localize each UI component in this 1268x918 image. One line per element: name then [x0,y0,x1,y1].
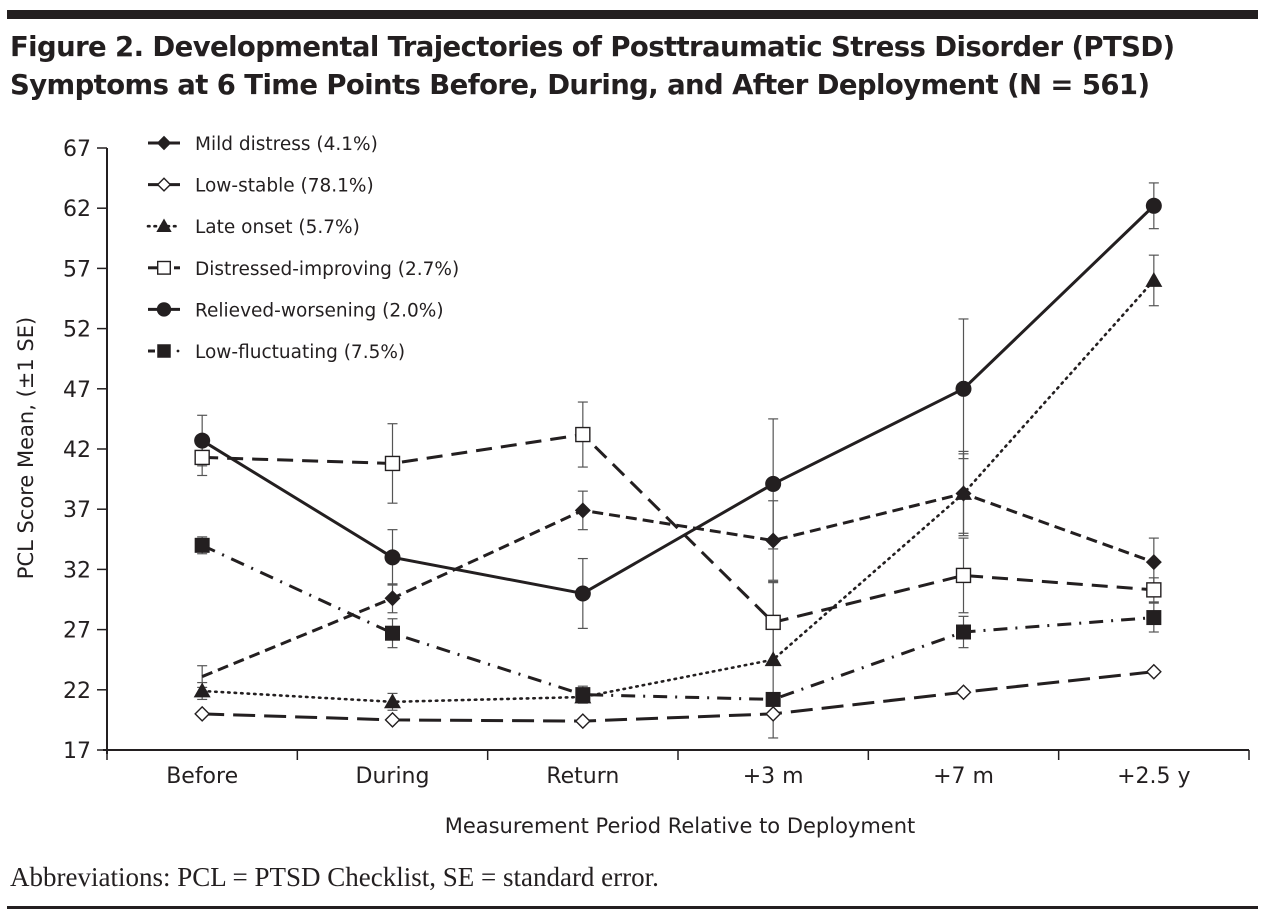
data-point-late-onset [1145,271,1163,287]
legend-label: Mild distress (4.1%) [195,134,378,155]
axes: 17 22 27 32 37 42 47 52 57 62 67 Before During Return… [63,137,1250,789]
legend-line-sample [176,349,180,353]
data-point-low-stable [955,684,972,701]
data-point-low-stable [384,711,401,728]
data-point-low-stable [1145,663,1162,680]
y-tick-label: 67 [63,137,91,162]
bottom-rule [7,906,1258,909]
legend: Mild distress (4.1%) Low-stable (78.1%) La… [146,134,459,363]
data-point-mild-distress [384,590,401,607]
data-point-late-onset [764,651,782,667]
legend-item-mild-distress: Mild distress (4.1%) [148,134,378,155]
x-tick-label: +3 m [743,764,804,789]
data-point-low-fluctuating [194,537,210,553]
data-point-distressed-improving [765,614,781,631]
data-point-relieved-worsening [384,549,401,566]
x-tick-label: +2.5 y [1117,764,1190,789]
data-point-relieved-worsening [574,585,591,602]
x-tick-label: Return [546,764,619,789]
data-point-low-fluctuating [385,625,400,641]
data-point-low-stable [574,713,591,730]
legend-marker-low-stable [156,177,172,192]
data-point-late-onset [384,693,401,709]
legend-label: Low-fluctuating (7.5%) [195,342,405,363]
x-axis-title: Measurement Period Relative to Deploymen… [445,814,916,838]
legend-item-distressed-improving: Distressed-improving (2.7%) [148,259,459,280]
data-point-relieved-worsening [1145,197,1162,214]
series-lines [200,204,1156,723]
legend-marker-distressed-improving [156,260,171,275]
data-point-low-stable [765,705,782,722]
series-line-distressed-improving [202,432,1154,625]
series-line-low-stable [202,670,1154,723]
legend-item-late-onset: Late onset (5.7%) [146,217,360,238]
data-point-mild-distress [765,532,782,549]
legend-marker-mild-distress [156,135,172,151]
data-point-distressed-improving [384,455,401,472]
legend-label: Relieved-worsening (2.0%) [195,300,444,321]
series-line-mild-distress [201,491,1155,678]
y-tick-label: 32 [63,558,91,583]
data-point-late-onset [193,682,211,698]
legend-item-relieved-worsening: Relieved-worsening (2.0%) [148,300,444,321]
figure-title-line-1: Figure 2. Developmental Trajectories of … [10,31,1175,63]
x-tick-label: +7 m [933,764,994,789]
legend-marker-relieved-worsening [156,302,172,317]
y-tick-label: 57 [63,257,91,282]
data-point-mild-distress [574,502,591,519]
data-point-low-fluctuating [956,624,971,640]
series-markers [193,197,1163,730]
y-tick-label: 17 [63,739,91,764]
data-point-low-fluctuating [765,691,781,707]
legend-label: Distressed-improving (2.7%) [195,259,459,280]
legend-label: Late onset (5.7%) [195,217,360,238]
legend-item-low-fluctuating: Low-fluctuating (7.5%) [148,342,405,363]
data-point-distressed-improving [194,449,210,466]
figure-title-line-2: Symptoms at 6 Time Points Before, During… [10,69,1150,101]
footnote: Abbreviations: PCL = PTSD Checklist, SE … [10,862,659,892]
legend-item-low-stable: Low-stable (78.1%) [148,176,374,197]
data-point-relieved-worsening [955,380,972,397]
data-point-distressed-improving [955,567,972,584]
data-point-low-fluctuating [575,687,591,703]
series-line-relieved-worsening [201,204,1155,596]
series-line-low-fluctuating [201,543,1154,701]
data-point-relieved-worsening [194,432,211,449]
x-tick-label: During [356,764,430,789]
y-tick-label: 47 [63,378,91,403]
y-tick-label: 27 [63,619,91,644]
top-rule [7,10,1258,19]
y-tick-label: 37 [63,498,91,523]
data-point-relieved-worsening [765,475,782,492]
x-tick-label: Before [166,764,238,789]
data-point-mild-distress [1145,554,1162,571]
y-tick-label: 22 [63,679,91,704]
data-point-distressed-improving [1146,582,1162,598]
legend-label: Low-stable (78.1%) [195,176,374,197]
legend-marker-late-onset [156,218,172,232]
y-tick-label: 52 [63,318,91,343]
y-tick-label: 42 [63,438,91,463]
data-point-low-fluctuating [1146,610,1162,626]
data-point-distressed-improving [575,426,591,443]
data-point-late-onset [955,485,972,500]
figure-title: Figure 2. Developmental Trajectories of … [10,28,1260,104]
y-axis-title: PCL Score Mean, (±1 SE) [14,317,38,579]
legend-marker-low-fluctuating [157,344,171,358]
y-tick-label: 62 [63,197,91,222]
data-point-low-stable [194,705,211,722]
